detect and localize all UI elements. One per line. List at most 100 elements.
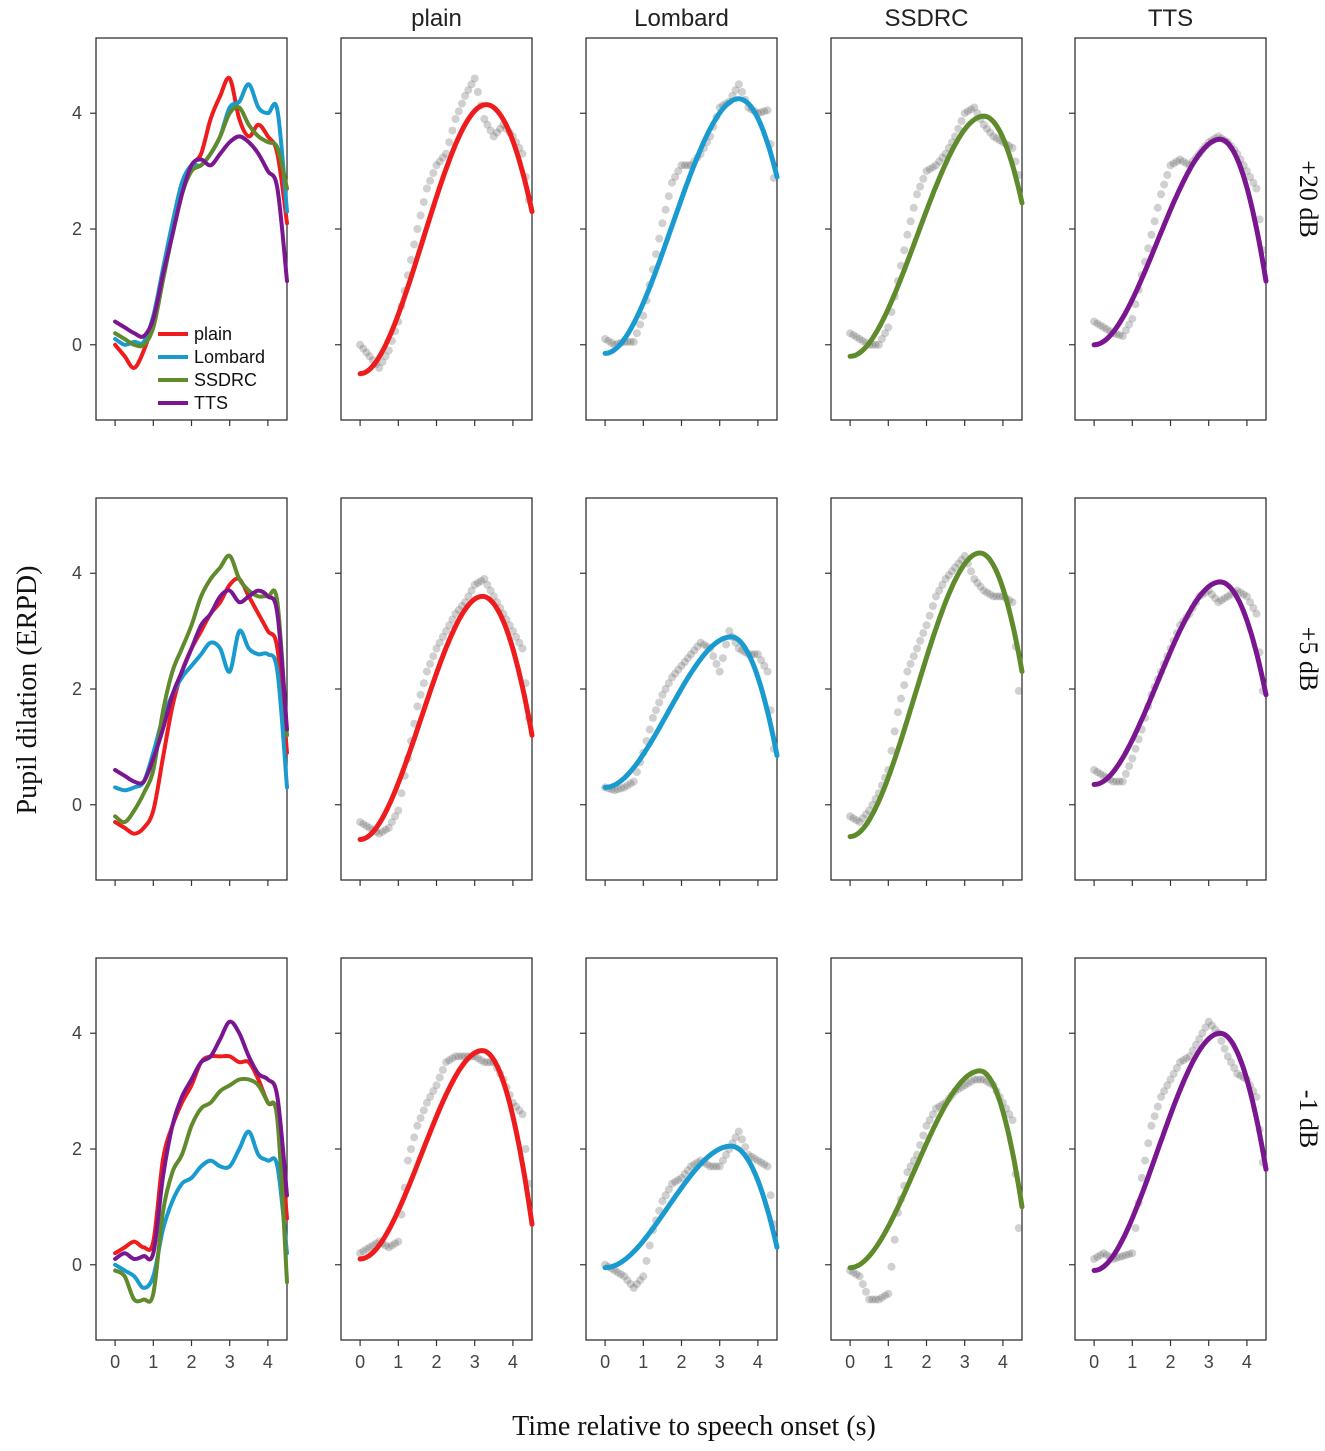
observed-point [944, 571, 953, 580]
observed-point [658, 219, 667, 228]
panel-r1-c1 [340, 497, 533, 881]
x-tick-label: 2 [431, 1352, 441, 1372]
observed-point [438, 1065, 447, 1074]
observed-point [683, 654, 692, 663]
observed-point [1096, 321, 1105, 330]
observed-point [416, 690, 425, 699]
observed-point [753, 1156, 762, 1165]
x-tick-label: 1 [1127, 1352, 1137, 1372]
observed-point [922, 621, 931, 630]
observed-point [1150, 217, 1159, 226]
observed-point [932, 592, 940, 601]
x-tick-label: 0 [1089, 1352, 1099, 1372]
observed-point [508, 627, 517, 636]
observed-point [989, 592, 998, 601]
observed-point [1131, 744, 1140, 753]
panel-r0-c1 [340, 37, 533, 421]
observed-point [671, 172, 680, 181]
observed-point [362, 822, 371, 830]
observed-point [365, 352, 374, 361]
observed-point [913, 190, 921, 199]
observed-point [1131, 1224, 1140, 1233]
observed-point [387, 818, 396, 827]
observed-point [753, 650, 762, 659]
raw-line-tts [113, 134, 289, 339]
observed-point [757, 656, 766, 665]
observed-point [884, 323, 893, 332]
observed-point [435, 638, 444, 647]
x-tick-label: 3 [715, 1352, 725, 1372]
observed-point [1227, 1058, 1235, 1067]
observed-point [960, 109, 969, 118]
observed-point [1121, 1251, 1130, 1260]
observed-point [387, 1241, 396, 1250]
fitted-curve-plain [357, 593, 535, 842]
observed-point [909, 203, 918, 212]
observed-point [483, 1058, 492, 1067]
observed-point [1249, 604, 1258, 612]
fitted-curve-ssdrc [847, 113, 1025, 359]
panel-r0-c2 [585, 37, 778, 421]
observed-point [607, 338, 616, 347]
observed-point [1166, 1075, 1175, 1084]
observed-point [916, 636, 925, 645]
observed-point [671, 1177, 680, 1186]
observed-point [413, 702, 422, 711]
observed-point [1121, 769, 1130, 778]
observed-point [671, 669, 680, 678]
observed-point [1233, 1069, 1242, 1078]
observed-point [1211, 594, 1220, 603]
x-tick-label: 3 [960, 1352, 970, 1372]
observed-point [632, 329, 641, 338]
observed-point [1093, 1253, 1102, 1261]
observed-point [693, 642, 702, 651]
observed-point [986, 590, 995, 599]
observed-point [419, 1106, 428, 1115]
observed-point [391, 1239, 400, 1248]
observed-point [391, 812, 400, 821]
fitted-curve-plain [357, 1048, 535, 1262]
fitted-curve-lombard [602, 96, 780, 356]
observed-point [397, 789, 406, 798]
observed-point [426, 1092, 435, 1101]
observed-point [464, 86, 473, 95]
observed-point [521, 1145, 530, 1153]
observed-point [884, 1289, 893, 1298]
observed-point [1195, 1035, 1204, 1043]
observed-point [410, 240, 419, 249]
observed-point [750, 1154, 759, 1163]
observed-point [384, 346, 393, 355]
observed-point [983, 124, 991, 133]
observed-point [900, 246, 909, 255]
observed-point [429, 652, 438, 661]
x-tick-label: 2 [676, 1352, 686, 1372]
fitted-curve-tts [1091, 579, 1269, 787]
observed-point [677, 661, 686, 670]
observed-point [979, 120, 988, 129]
observed-point [906, 659, 915, 668]
observed-point [668, 178, 676, 187]
observed-point [473, 88, 482, 96]
observed-point [1128, 1249, 1137, 1258]
observed-point [419, 198, 428, 206]
observed-point [623, 1276, 632, 1285]
observed-point [935, 586, 944, 595]
observed-point [668, 1179, 676, 1188]
observed-point [877, 1293, 886, 1302]
observed-point [922, 1121, 931, 1130]
observed-point [909, 652, 918, 661]
observed-point [734, 644, 743, 653]
observed-point [1096, 1251, 1105, 1260]
observed-point [970, 1075, 979, 1084]
y-tick-label: 4 [72, 1023, 82, 1043]
observed-point [1160, 180, 1169, 189]
observed-point [1118, 777, 1127, 786]
observed-point [871, 340, 880, 349]
observed-point [639, 1272, 648, 1281]
observed-point [1153, 203, 1162, 212]
observed-point [1176, 155, 1184, 164]
observed-point [683, 161, 692, 170]
x-tick-label: 4 [753, 1352, 763, 1372]
observed-point [1169, 1069, 1178, 1078]
